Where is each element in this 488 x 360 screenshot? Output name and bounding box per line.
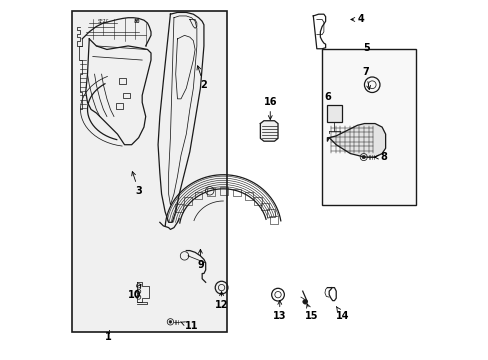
Bar (175, 204, 183, 212)
Bar (233, 189, 241, 197)
Text: 15: 15 (304, 304, 318, 321)
Bar (245, 193, 253, 200)
Bar (194, 192, 202, 199)
Bar (322, 49, 415, 205)
Text: 12: 12 (214, 292, 228, 310)
Bar (266, 209, 274, 217)
Text: 4: 4 (350, 14, 364, 24)
Circle shape (361, 155, 365, 159)
Text: 9: 9 (197, 249, 203, 270)
Text: 80: 80 (133, 19, 140, 24)
Bar (220, 187, 227, 195)
Circle shape (169, 320, 171, 323)
Text: SEIC: SEIC (98, 19, 109, 24)
Bar (71, 11, 226, 332)
Text: 11: 11 (181, 321, 198, 332)
Text: 2: 2 (197, 66, 207, 90)
Text: 16: 16 (263, 98, 276, 120)
Bar (261, 203, 268, 210)
Polygon shape (327, 123, 385, 157)
Text: 8: 8 (374, 152, 386, 162)
Text: 13: 13 (272, 301, 286, 321)
Text: 6: 6 (324, 92, 330, 102)
Text: 3: 3 (131, 172, 142, 195)
Text: 14: 14 (335, 307, 348, 321)
Bar (122, 93, 130, 98)
Bar (327, 105, 341, 122)
Bar (183, 197, 191, 205)
Text: 1: 1 (105, 332, 112, 342)
Bar (270, 216, 278, 224)
Text: 7: 7 (362, 67, 370, 90)
Text: 5: 5 (362, 43, 369, 53)
Polygon shape (260, 121, 278, 141)
Text: 10: 10 (127, 284, 141, 300)
Bar (206, 188, 214, 196)
Bar (253, 197, 261, 205)
Bar (116, 103, 122, 109)
Circle shape (302, 299, 307, 304)
Bar (119, 78, 126, 84)
